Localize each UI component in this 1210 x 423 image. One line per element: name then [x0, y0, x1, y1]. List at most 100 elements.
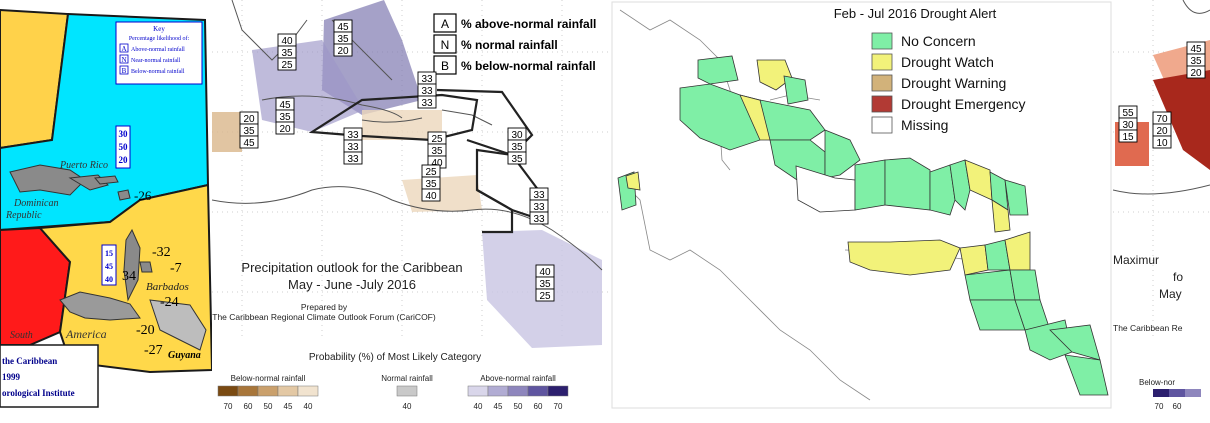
probability-cell — [535, 288, 555, 302]
probability-value: 33 — [421, 86, 433, 97]
place-puerto: Puerto Rico — [59, 160, 108, 171]
cyan-box-b: 20 — [119, 155, 129, 165]
p4-probability-value: 10 — [1156, 138, 1168, 149]
probability-value: 40 — [425, 191, 437, 202]
below-bar-swatch — [237, 385, 259, 397]
key-label-n: Near-normal rainfall — [131, 57, 181, 64]
probability-value: 35 — [243, 126, 255, 137]
panel-2-precip-outlook: A N B % above-normal rainfall % normal r… — [212, 0, 610, 423]
probability-value: 40 — [539, 267, 551, 278]
legend-swatch — [871, 116, 893, 134]
probability-cell — [277, 57, 297, 71]
yellow-box-b: 40 — [105, 275, 113, 284]
p4-probability-cell — [1152, 135, 1172, 149]
p4-fo: fo — [1173, 270, 1183, 284]
outlook-subtitle: May - June -July 2016 — [288, 277, 416, 292]
probability-cell — [421, 188, 441, 202]
p4-probability-cell — [1186, 65, 1206, 79]
below-bar-swatch — [257, 385, 279, 397]
legend-label-b: % below-normal rainfall — [461, 59, 596, 73]
p4-may: May — [1159, 287, 1182, 301]
probability-value: 40 — [431, 158, 443, 169]
p4-swatch — [1185, 389, 1201, 397]
cyan-box-n: 50 — [119, 142, 129, 152]
probability-value: 45 — [337, 22, 349, 33]
value-label: -27 — [144, 343, 163, 358]
drought-regions — [617, 55, 1109, 396]
probability-value: 35 — [281, 48, 293, 59]
p4-swatch — [1169, 389, 1185, 397]
place-america: America — [65, 327, 107, 341]
panel-3-drought-alert: Feb - Jul 2016 Drought Alert No Concern D… — [610, 0, 1113, 423]
p4-tick: 60 — [1173, 402, 1182, 411]
below-bar-tick: 70 — [224, 402, 233, 411]
above-bar-swatch — [467, 385, 489, 397]
p4-probability-value: 30 — [1122, 120, 1134, 131]
drought-region — [964, 269, 1016, 301]
above-bar-swatch — [547, 385, 569, 397]
above-bar-swatch — [487, 385, 509, 397]
legend-swatch — [871, 32, 893, 50]
yellow-box-a: 15 — [105, 249, 113, 258]
below-bar-tick: 50 — [264, 402, 273, 411]
footer-line-3: orological Institute — [2, 388, 75, 398]
probability-value: 33 — [421, 74, 433, 85]
probability-cell — [417, 95, 437, 109]
panel-1-map-svg: Key Percentage likelihood of: A N B Abov… — [0, 0, 212, 423]
p4-below: Below-nor — [1139, 378, 1175, 387]
above-bar-tick: 40 — [474, 402, 483, 411]
prepared-by: Prepared by — [301, 302, 348, 312]
legend-code-b: B — [441, 59, 449, 73]
value-label: -20 — [136, 323, 155, 338]
below-bar-swatch — [277, 385, 299, 397]
value-label: -32 — [152, 245, 171, 260]
legend-label-n: % normal rainfall — [461, 38, 558, 52]
drought-region — [847, 239, 961, 276]
probability-value: 33 — [347, 154, 359, 165]
below-bar-tick: 60 — [244, 402, 253, 411]
probability-cell — [275, 121, 295, 135]
panel-2-map-svg: A N B % above-normal rainfall % normal r… — [212, 0, 610, 423]
probability-cell — [507, 151, 527, 165]
probability-cell — [239, 135, 259, 149]
probability-value: 33 — [533, 190, 545, 201]
outlook-title: Precipitation outlook for the Caribbean — [241, 260, 462, 275]
probability-value: 25 — [431, 134, 443, 145]
key-code-b: B — [122, 67, 127, 75]
probability-value: 33 — [421, 98, 433, 109]
legend-label: No Concern — [901, 33, 976, 49]
p4-tick: 70 — [1155, 402, 1164, 411]
cyan-box-a: 30 — [119, 129, 129, 139]
p4-caribbean: The Caribbean Re — [1113, 323, 1183, 333]
p4-probability-value: 20 — [1190, 68, 1202, 79]
p4-maximum: Maximur — [1113, 253, 1159, 267]
p4-probability-value: 55 — [1122, 108, 1134, 119]
place-south: South — [10, 330, 33, 341]
value-label: -7 — [170, 261, 182, 276]
place-republic: Republic — [5, 210, 42, 221]
probability-value: 35 — [279, 112, 291, 123]
yellow-box-n: 45 — [105, 262, 113, 271]
probability-value: 25 — [539, 291, 551, 302]
probability-value: 30 — [511, 130, 523, 141]
p4-probability-value: 35 — [1190, 56, 1202, 67]
region-dark-red — [1153, 70, 1210, 170]
p4-probability-value: 15 — [1122, 132, 1134, 143]
p4-probability-value: 45 — [1190, 44, 1202, 55]
place-dominican: Dominican — [13, 198, 58, 209]
below-bar-swatch — [217, 385, 239, 397]
probability-value: 45 — [243, 138, 255, 149]
drought-title: Feb - Jul 2016 Drought Alert — [834, 6, 997, 21]
color-bars: 70 60 50 45 40 40 40 45 50 60 70 — [217, 385, 569, 411]
normal-bar-swatch — [396, 385, 418, 397]
probability-value: 20 — [279, 124, 291, 135]
above-bar-tick: 45 — [494, 402, 503, 411]
